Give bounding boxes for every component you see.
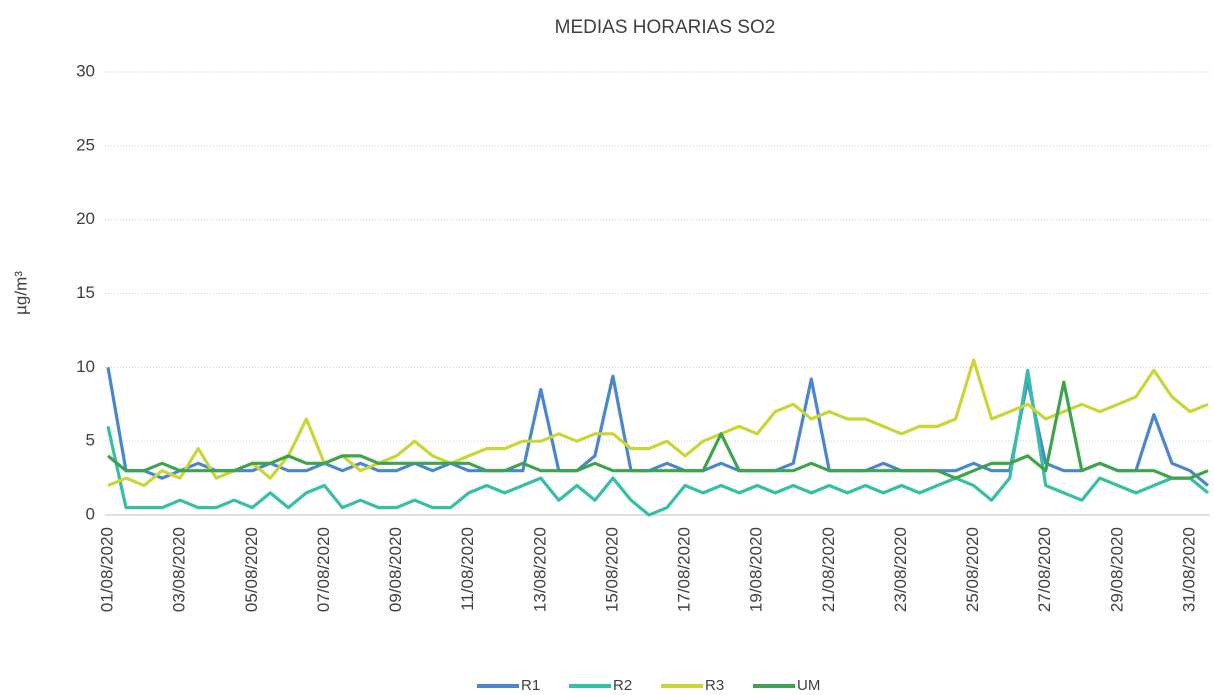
x-tick-label: 03/08/2020 <box>170 527 189 612</box>
y-tick-label: 10 <box>76 357 95 376</box>
y-tick-label: 30 <box>76 61 95 80</box>
y-tick-label: 15 <box>76 283 95 302</box>
x-tick-label: 13/08/2020 <box>530 527 549 612</box>
x-tick-label: 31/08/2020 <box>1179 527 1198 612</box>
x-tick-label: 07/08/2020 <box>314 527 333 612</box>
x-tick-label: 09/08/2020 <box>386 527 405 612</box>
x-tick-label: 15/08/2020 <box>602 527 621 612</box>
x-tick-label: 11/08/2020 <box>458 527 477 611</box>
y-axis-label: µg/m³ <box>11 271 30 315</box>
legend-label: UM <box>797 677 820 694</box>
x-tick-label: 21/08/2020 <box>819 527 838 612</box>
x-tick-label: 25/08/2020 <box>963 527 982 612</box>
x-tick-label: 23/08/2020 <box>891 527 910 612</box>
legend-label: R2 <box>613 677 632 694</box>
y-tick-label: 20 <box>76 209 95 228</box>
x-tick-label: 01/08/2020 <box>97 527 116 612</box>
series-line <box>106 380 1209 480</box>
y-tick-label: 25 <box>76 135 95 154</box>
legend-label: R3 <box>705 677 724 694</box>
x-tick-label: 29/08/2020 <box>1107 527 1126 612</box>
x-tick-label: 19/08/2020 <box>747 527 766 612</box>
y-tick-label: 5 <box>86 431 95 450</box>
series-line <box>107 358 1209 488</box>
y-tick-label: 0 <box>86 504 95 523</box>
x-tick-label: 05/08/2020 <box>242 527 261 612</box>
series-line <box>106 368 1210 517</box>
legend-label: R1 <box>521 677 540 694</box>
x-tick-label: 17/08/2020 <box>675 527 694 612</box>
chart-title: MEDIAS HORARIAS SO2 <box>555 17 776 38</box>
x-tick-label: 27/08/2020 <box>1035 527 1054 612</box>
